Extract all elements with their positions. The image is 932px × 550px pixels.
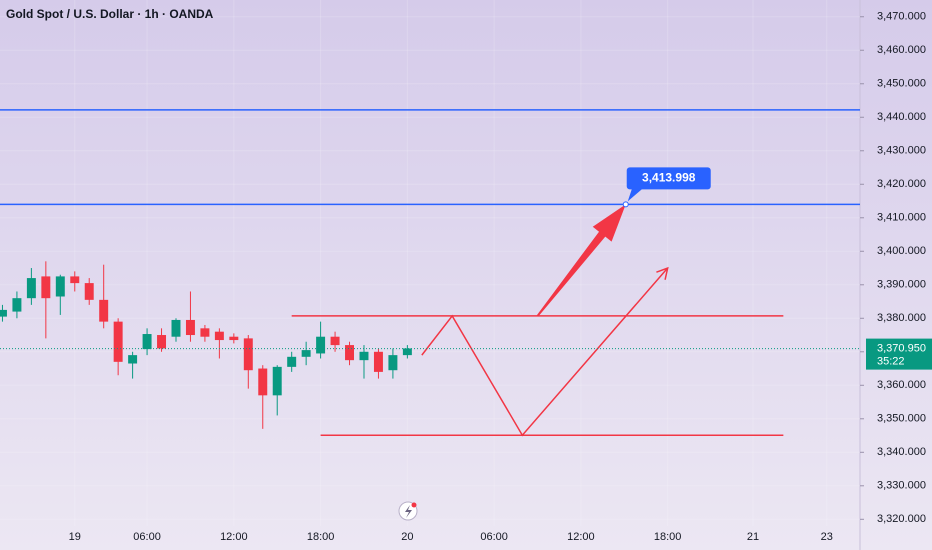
replay-icon[interactable]	[398, 501, 418, 521]
badge	[411, 502, 417, 508]
y-tick-label: 3,400.000	[877, 245, 926, 257]
y-tick-label: 3,410.000	[877, 212, 926, 224]
candle-body	[214, 331, 224, 341]
y-tick-label: 3,360.000	[877, 379, 926, 391]
candle-body	[157, 335, 167, 349]
y-tick-label: 3,330.000	[877, 480, 926, 492]
projection-arrowhead	[656, 266, 669, 280]
y-tick-label: 3,440.000	[877, 111, 926, 123]
x-tick-label: 21	[747, 531, 759, 543]
candle-body	[229, 336, 239, 341]
last-price-box	[866, 338, 932, 370]
candle-body	[316, 336, 326, 354]
annotation-box	[626, 167, 711, 202]
candle-body	[84, 283, 94, 300]
bolt	[405, 505, 412, 518]
candle-body	[55, 276, 65, 297]
y-tick-label: 3,380.000	[877, 312, 926, 324]
candle-body	[128, 355, 138, 364]
candle-body	[185, 319, 195, 336]
x-tick-label: 20	[401, 531, 413, 543]
projection-path	[421, 267, 669, 437]
x-tick-label: 19	[69, 531, 81, 543]
x-tick-label: 18:00	[654, 531, 682, 543]
candle-body	[12, 298, 22, 312]
candle-body	[41, 276, 51, 299]
y-tick-label: 3,430.000	[877, 145, 926, 157]
y-tick-label: 3,460.000	[877, 44, 926, 56]
candle-body	[330, 336, 340, 346]
y-tick-label: 3,350.000	[877, 413, 926, 425]
countdown-label: 35:22	[877, 356, 905, 368]
x-tick-label: 18:00	[307, 531, 335, 543]
candle-body	[287, 356, 297, 367]
x-tick-label: 23	[821, 531, 833, 543]
candle-body	[200, 328, 210, 337]
x-tick-label: 06:00	[480, 531, 508, 543]
chart-title: Gold Spot / U.S. Dollar · 1h · OANDA	[6, 7, 214, 21]
y-tick-label: 3,470.000	[877, 11, 926, 23]
annotation-label: 3,413.998	[642, 171, 696, 185]
candle-body	[0, 309, 7, 317]
y-tick-label: 3,450.000	[877, 78, 926, 90]
y-tick-label: 3,420.000	[877, 178, 926, 190]
candle-body	[301, 350, 311, 357]
last-price-label: 3,370.950	[877, 343, 926, 355]
candle-body	[345, 345, 355, 361]
x-tick-label: 12:00	[567, 531, 595, 543]
candle-body	[373, 351, 383, 372]
y-tick-label: 3,320.000	[877, 513, 926, 525]
candle-body	[402, 348, 412, 356]
annotation-point	[622, 201, 629, 208]
candle-body	[113, 321, 123, 362]
candle-body	[171, 319, 181, 337]
y-tick-label: 3,390.000	[877, 279, 926, 291]
x-tick-label: 12:00	[220, 531, 248, 543]
candle-body	[272, 366, 282, 396]
candle-body	[26, 278, 36, 299]
candle-body	[99, 299, 109, 322]
candle-body	[388, 355, 398, 371]
candle-body	[243, 338, 253, 371]
candle-body	[70, 276, 80, 284]
x-tick-label: 06:00	[133, 531, 161, 543]
candle-body	[142, 334, 152, 350]
candle-body	[258, 368, 268, 396]
target-arrow	[536, 204, 626, 317]
y-tick-label: 3,340.000	[877, 446, 926, 458]
candle-body	[359, 351, 369, 361]
